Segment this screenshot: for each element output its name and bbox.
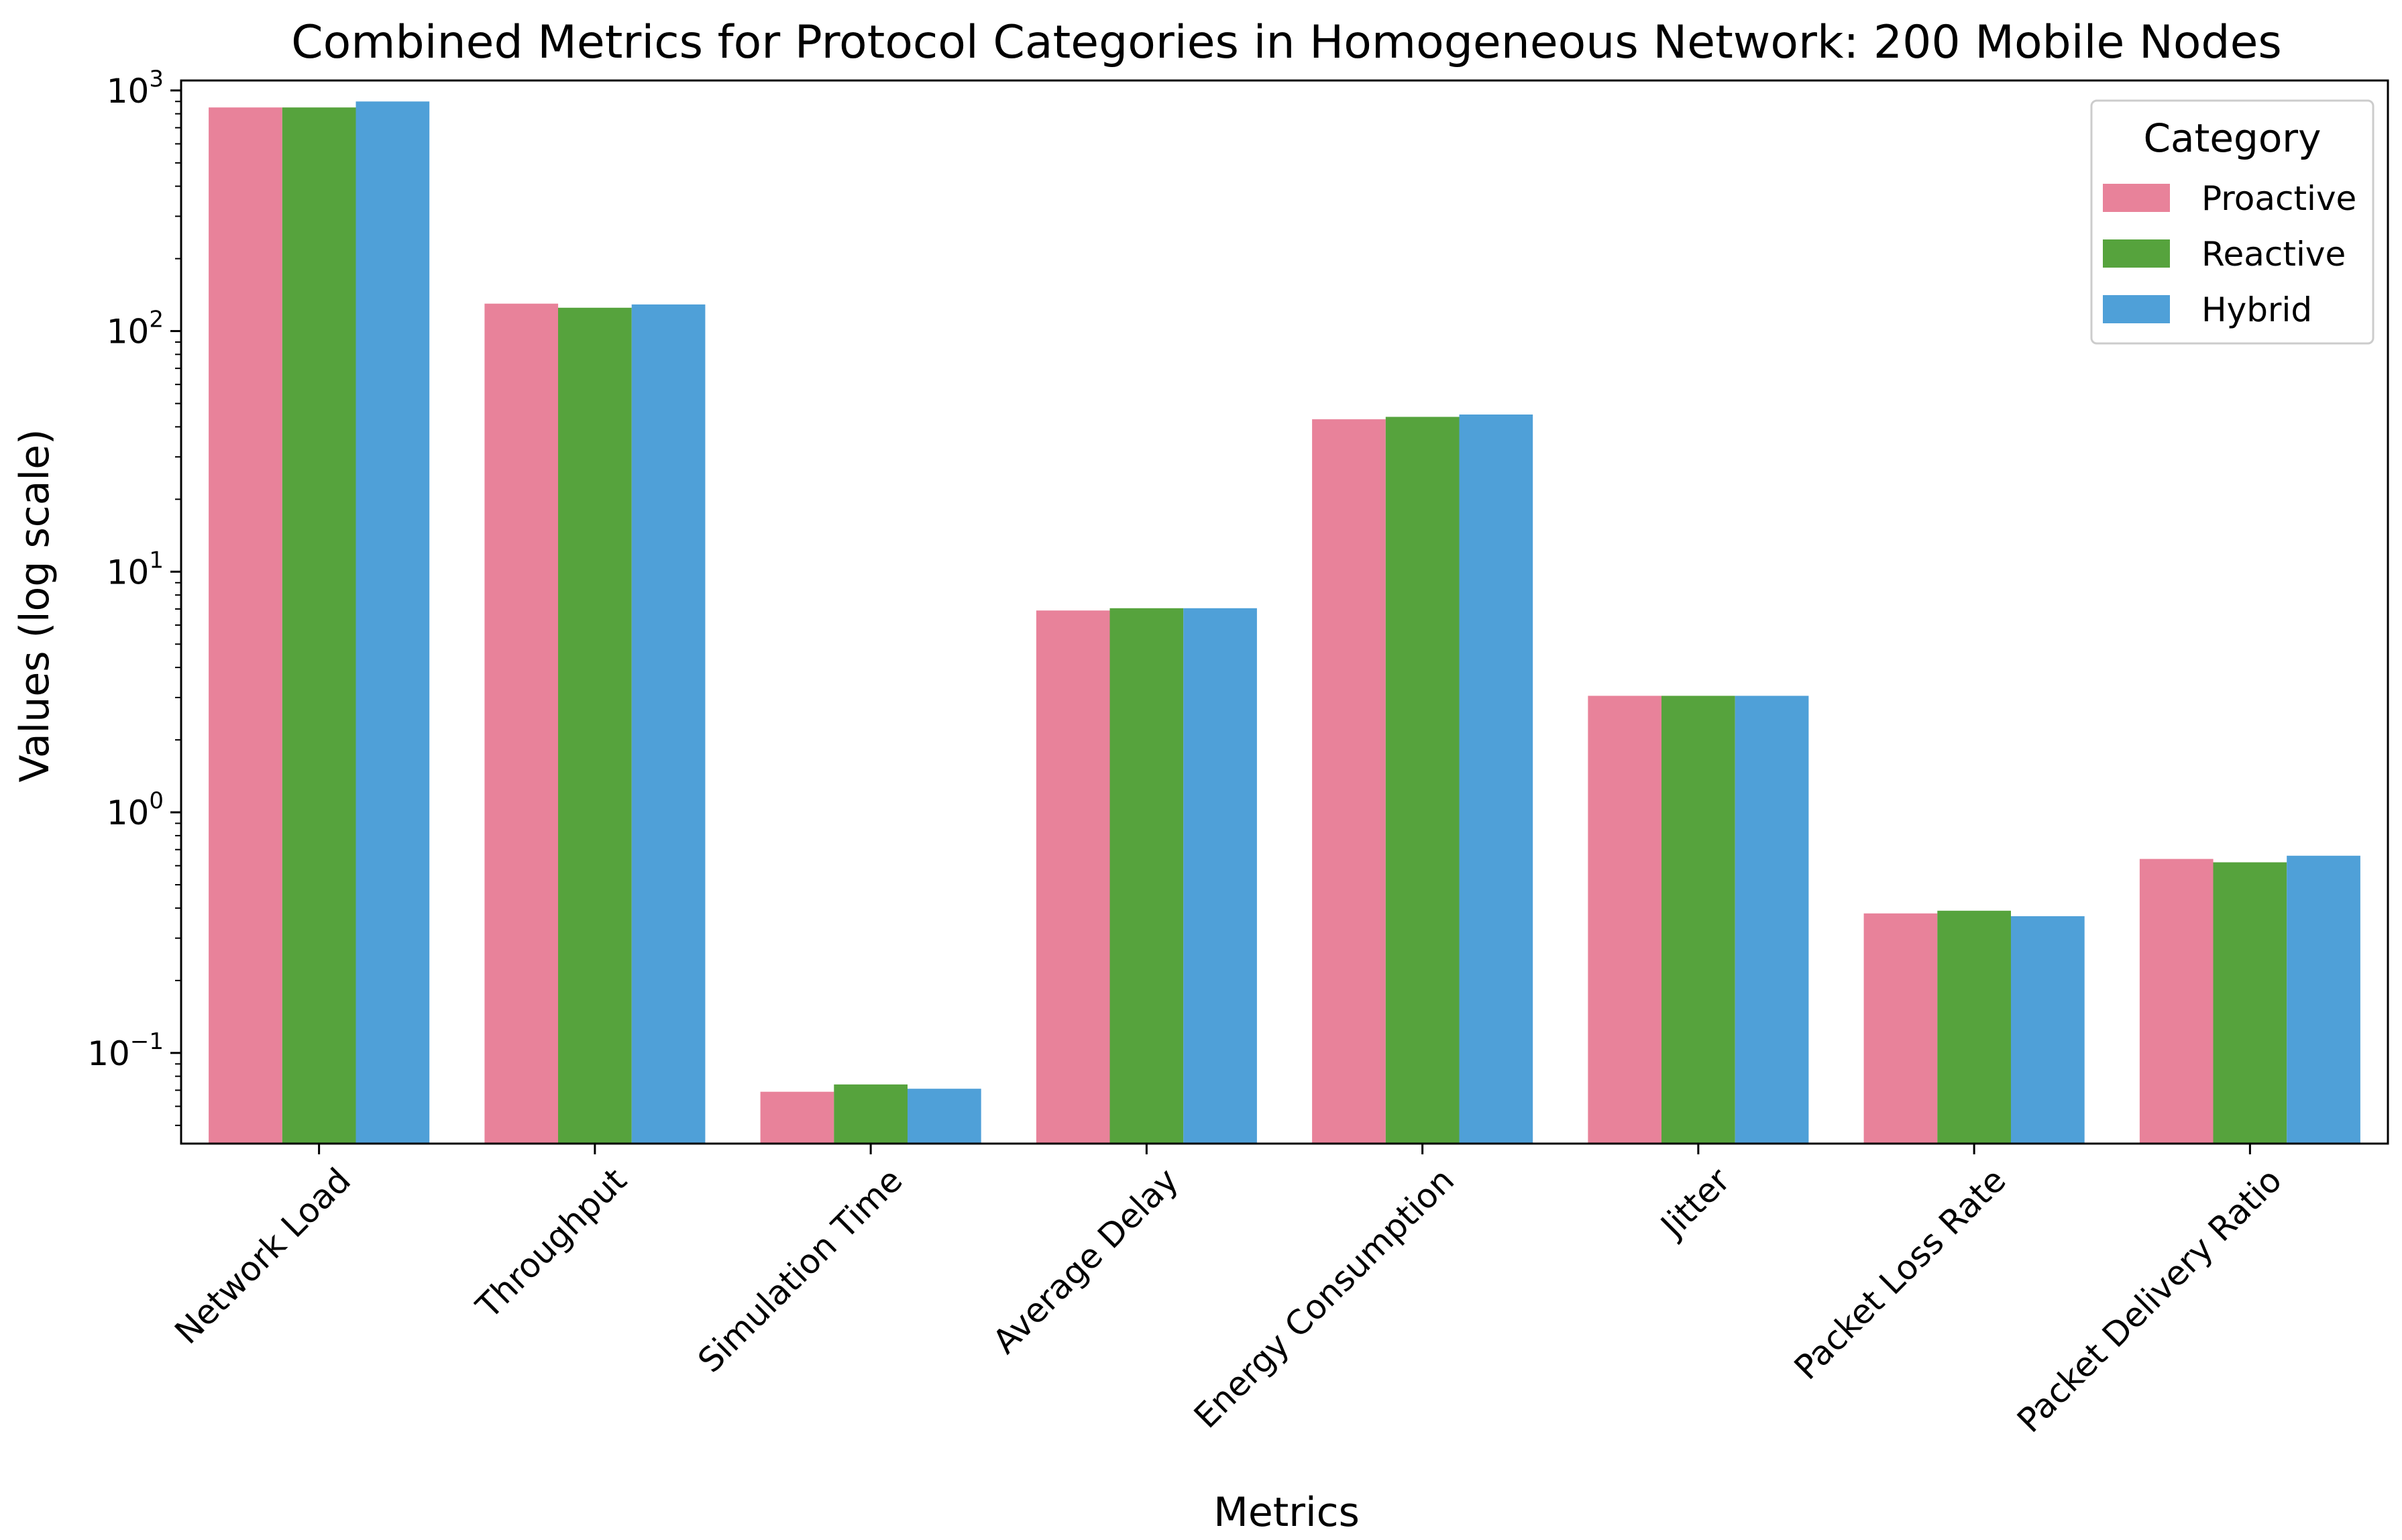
bar-reactive-7 — [2213, 862, 2287, 1144]
bar-hybrid-6 — [2011, 916, 2085, 1144]
bar-reactive-5 — [1661, 696, 1735, 1144]
bar-hybrid-0 — [356, 101, 430, 1144]
plot-frame — [180, 79, 2389, 1145]
bar-reactive-2 — [834, 1084, 908, 1144]
legend-label-reactive: Reactive — [2201, 235, 2346, 274]
bar-proactive-6 — [1863, 913, 1938, 1144]
x-tick-label-0: Network Load — [167, 1160, 358, 1352]
x-axis: Network Load Throughput Simulation Time Ave… — [167, 1144, 2289, 1440]
y-tick-label-1: 100 — [107, 787, 164, 832]
legend-swatch-proactive — [2103, 184, 2170, 212]
y-tick-label-2: 101 — [107, 547, 164, 592]
legend-title: Category — [2144, 115, 2322, 161]
bar-hybrid-5 — [1735, 696, 1809, 1144]
x-tick-label-6: Packet Loss Rate — [1787, 1160, 2014, 1387]
x-tick-label-1: Throughput — [468, 1160, 634, 1326]
bar-reactive-6 — [1937, 910, 2011, 1144]
bar-hybrid-7 — [2287, 855, 2360, 1144]
bar-hybrid-4 — [1459, 415, 1533, 1144]
legend-items: Proactive Reactive Hybrid — [2103, 179, 2356, 329]
legend-swatch-hybrid — [2103, 295, 2170, 323]
x-axis-label: Metrics — [1213, 1489, 1360, 1536]
bar-proactive-1 — [484, 303, 559, 1144]
bar-proactive-4 — [1312, 419, 1386, 1144]
legend-label-hybrid: Hybrid — [2201, 290, 2312, 329]
bar-reactive-0 — [282, 107, 356, 1144]
y-tick-label-3: 102 — [107, 307, 164, 351]
bar-proactive-7 — [2139, 859, 2214, 1144]
legend: Category Proactive Reactive Hybrid — [2090, 99, 2374, 345]
y-axis-label: Values (log scale) — [11, 429, 58, 782]
bar-reactive-4 — [1385, 417, 1460, 1144]
bar-hybrid-3 — [1183, 608, 1257, 1144]
x-tick-label-4: Energy Consumption — [1187, 1160, 1462, 1435]
bars-group — [209, 101, 2360, 1144]
y-axis: 10−1 100 101 102 103 — [87, 66, 181, 1126]
bar-reactive-3 — [1109, 608, 1184, 1144]
x-tick-label-7: Packet Delivery Ratio — [2010, 1160, 2289, 1440]
bar-proactive-5 — [1588, 696, 1662, 1144]
legend-swatch-reactive — [2103, 239, 2170, 268]
legend-label-proactive: Proactive — [2201, 179, 2356, 218]
y-tick-label-4: 103 — [107, 66, 164, 111]
legend-frame — [2090, 99, 2374, 345]
bar-proactive-3 — [1036, 610, 1110, 1144]
x-tick-label-5: Jitter — [1652, 1160, 1738, 1246]
y-tick-label-0: 10−1 — [87, 1028, 164, 1073]
bar-proactive-0 — [209, 107, 282, 1144]
bar-proactive-2 — [760, 1091, 834, 1144]
bar-hybrid-2 — [908, 1089, 981, 1144]
bar-reactive-1 — [558, 307, 632, 1144]
bar-hybrid-1 — [631, 304, 706, 1144]
chart-title: Combined Metrics for Protocol Categories… — [291, 16, 2282, 69]
x-tick-label-2: Simulation Time — [691, 1160, 910, 1380]
x-tick-label-3: Average Delay — [985, 1160, 1186, 1361]
